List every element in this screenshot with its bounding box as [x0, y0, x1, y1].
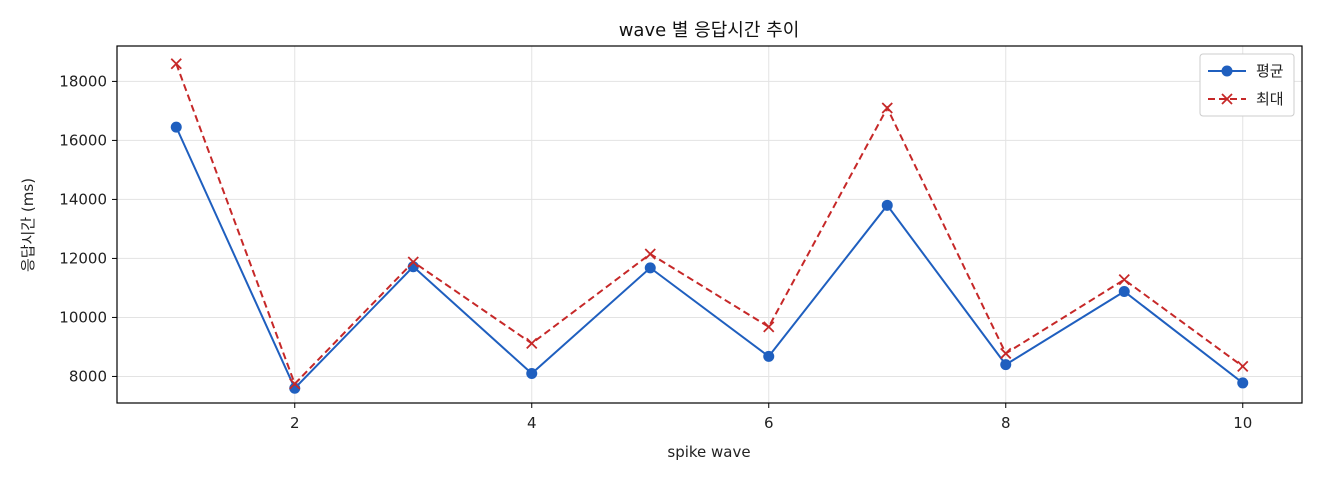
data-point-max [644, 248, 656, 260]
data-point-avg [763, 350, 775, 362]
series-line-max [175, 63, 1244, 386]
data-point-max [1000, 347, 1012, 360]
x-tick-label: 10 [1233, 414, 1252, 432]
data-point-max [763, 321, 775, 333]
tick-layer: 8000 10000 12000 14000 16000 18000 2 4 6 8 10 [59, 72, 1252, 432]
data-point-max [1118, 274, 1130, 286]
chart-title: wave 별 응답시간 추이 [619, 20, 800, 41]
data-point-avg [1237, 377, 1249, 389]
legend-marker-avg [1221, 65, 1233, 77]
x-tick-label: 2 [290, 414, 300, 432]
data-point-max [407, 256, 419, 268]
data-point-max [1237, 360, 1249, 373]
legend-label-max: 최대 [1256, 90, 1284, 108]
data-point-max [881, 102, 893, 114]
legend-label-avg: 평균 [1256, 62, 1284, 80]
legend-marker-max [1221, 93, 1233, 105]
x-axis-label: spike wave [667, 443, 750, 461]
series-line-avg [175, 126, 1244, 390]
y-axis-label: 응답시간 (ms) [19, 178, 37, 272]
data-point-max [289, 378, 301, 390]
y-tick-label: 8000 [69, 367, 107, 385]
data-point-avg [1000, 359, 1012, 371]
y-tick-label: 12000 [59, 249, 107, 267]
y-tick-label: 10000 [59, 308, 107, 326]
data-point-max [170, 58, 182, 70]
y-tick-label: 14000 [59, 190, 107, 208]
data-point-avg [170, 121, 182, 133]
data-point-avg [526, 367, 538, 379]
data-point-avg [644, 262, 656, 274]
data-point-avg [881, 199, 893, 211]
grid-layer [117, 46, 1302, 403]
data-point-max [526, 337, 538, 350]
plot-area-frame [116, 45, 1303, 404]
y-tick-label: 18000 [59, 72, 107, 90]
x-tick-label: 8 [1001, 414, 1011, 432]
x-tick-label: 4 [527, 414, 537, 432]
data-point-avg [1118, 285, 1130, 297]
x-tick-label: 6 [764, 414, 774, 432]
series-layer [170, 58, 1249, 394]
y-tick-label: 16000 [59, 131, 107, 149]
